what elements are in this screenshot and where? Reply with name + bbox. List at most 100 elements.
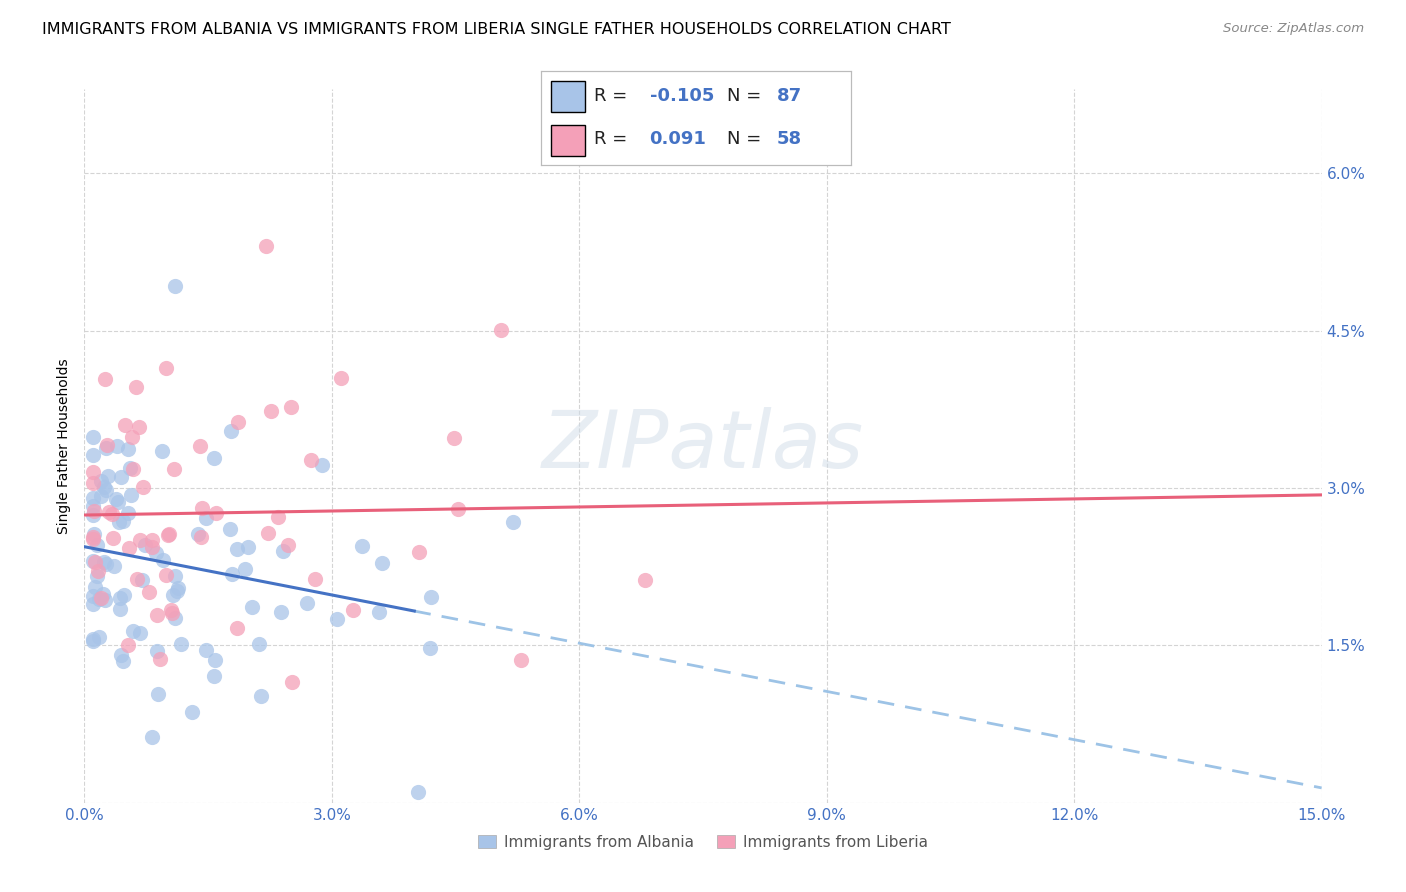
Point (350, 539, 373, 553)
Point (221, 567, 243, 582)
Point (195, 642, 218, 657)
Point (118, 461, 141, 475)
Y-axis label: Single Father Households: Single Father Households (58, 359, 72, 533)
Text: Source: ZipAtlas.com: Source: ZipAtlas.com (1223, 22, 1364, 36)
Point (114, 418, 136, 433)
Point (96, 441, 118, 455)
Point (190, 530, 212, 544)
Point (121, 430, 143, 444)
Point (163, 462, 186, 476)
Point (82, 448, 104, 462)
Point (91, 587, 114, 601)
Point (132, 480, 155, 494)
Point (202, 451, 225, 466)
Text: R =: R = (593, 130, 633, 148)
Point (240, 600, 263, 615)
Point (110, 602, 132, 616)
Point (163, 611, 186, 625)
Point (145, 546, 167, 560)
Point (510, 653, 533, 667)
Point (90, 475, 112, 489)
Point (311, 458, 333, 472)
Point (419, 640, 441, 655)
Point (105, 439, 128, 453)
Point (247, 637, 270, 651)
Point (236, 540, 259, 554)
Point (443, 431, 465, 445)
Point (160, 606, 183, 620)
Point (155, 568, 177, 582)
Point (146, 686, 169, 700)
Point (188, 439, 211, 453)
Point (162, 588, 184, 602)
Text: N =: N = (727, 130, 766, 148)
Point (634, 574, 657, 588)
Point (110, 591, 132, 605)
Point (297, 596, 319, 610)
Point (134, 538, 156, 552)
Point (103, 558, 125, 573)
Point (125, 380, 148, 394)
Point (502, 515, 524, 529)
Point (257, 526, 280, 541)
Point (112, 655, 135, 669)
Point (82, 491, 104, 505)
Point (122, 624, 145, 638)
Point (90, 489, 112, 503)
Point (141, 731, 163, 745)
Point (155, 361, 177, 376)
Point (406, 785, 429, 799)
Point (152, 553, 174, 567)
Point (128, 420, 150, 434)
Point (94, 557, 117, 571)
Point (157, 526, 180, 541)
Point (93, 555, 115, 569)
Point (202, 668, 225, 682)
Point (89, 591, 111, 606)
Point (97, 504, 120, 518)
Point (112, 514, 135, 528)
Point (82, 632, 104, 646)
Point (93, 592, 115, 607)
Point (141, 540, 163, 554)
Point (371, 556, 394, 570)
Point (101, 532, 124, 546)
Point (82, 499, 104, 513)
Point (447, 502, 470, 516)
Point (83, 526, 105, 541)
Point (93, 480, 115, 494)
Text: N =: N = (727, 87, 766, 104)
Point (420, 591, 443, 605)
Point (131, 574, 153, 588)
Point (170, 637, 193, 651)
Point (117, 638, 139, 652)
Point (157, 527, 180, 541)
Legend: Immigrants from Albania, Immigrants from Liberia: Immigrants from Albania, Immigrants from… (472, 829, 934, 855)
Point (141, 533, 163, 547)
Point (260, 404, 283, 418)
Point (330, 370, 353, 384)
Point (194, 510, 217, 524)
Point (342, 603, 364, 617)
Point (166, 584, 188, 599)
Text: R =: R = (593, 87, 633, 104)
Point (280, 400, 302, 414)
Point (254, 239, 277, 253)
Point (138, 585, 160, 599)
Point (117, 442, 139, 457)
Point (110, 470, 132, 484)
Point (491, 323, 513, 337)
Point (146, 644, 169, 658)
Point (165, 279, 187, 293)
Point (180, 705, 202, 719)
Point (325, 612, 347, 626)
Point (89, 630, 111, 644)
Point (118, 541, 141, 555)
Point (96, 438, 118, 452)
Point (160, 603, 183, 617)
Point (110, 648, 132, 662)
Point (117, 506, 139, 520)
Point (87, 564, 110, 578)
Point (145, 607, 167, 622)
Point (83, 580, 105, 594)
